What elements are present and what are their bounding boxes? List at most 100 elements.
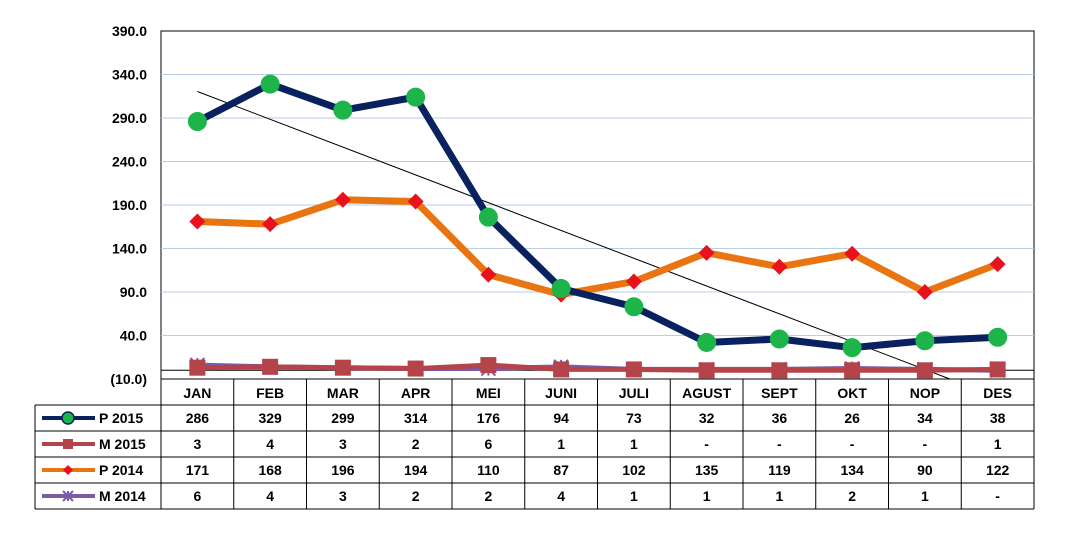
y-tick-label: 290.0 (112, 110, 147, 126)
data-point (262, 216, 279, 233)
x-category-label: APR (401, 385, 431, 401)
table-cell: 176 (477, 410, 501, 426)
x-category-label: DES (983, 385, 1012, 401)
table-cell: 94 (553, 410, 569, 426)
y-axis: (10.0) 40.0 90.0 140.0 190.0 240.0 290.0 340.0 3… (110, 23, 147, 387)
table-cell: 26 (844, 410, 860, 426)
y-tick-label: 340.0 (112, 67, 147, 83)
legend-entry: P 2015 (42, 410, 143, 426)
table-cell: - (850, 436, 855, 452)
table-cell: 102 (622, 462, 646, 478)
legend-label: M 2014 (99, 488, 146, 504)
table-cell: 194 (404, 462, 428, 478)
table-cell: 2 (412, 488, 420, 504)
table-cell: 6 (484, 436, 492, 452)
table-cell: 110 (477, 462, 500, 478)
data-point (407, 360, 424, 377)
table-cell: 299 (331, 410, 355, 426)
x-category-label: OKT (837, 385, 867, 401)
table-cell: 32 (699, 410, 715, 426)
x-category-label: MAR (327, 385, 359, 401)
data-point (989, 361, 1006, 378)
series-p-2014 (189, 191, 1006, 303)
table-cell: 3 (339, 436, 347, 452)
legend-entry: M 2015 (42, 436, 146, 452)
data-point (334, 359, 351, 376)
data-point (189, 359, 206, 376)
data-point (989, 256, 1006, 273)
series-layer (187, 74, 1008, 379)
data-point (771, 362, 788, 379)
table-cell: 4 (266, 488, 274, 504)
gridlines (160, 30, 1035, 380)
table-cell: 1 (703, 488, 711, 504)
table-cell: 87 (553, 462, 569, 478)
legend-entry: P 2014 (42, 462, 143, 478)
table-cell: 1 (775, 488, 783, 504)
legend-marker (63, 439, 73, 449)
table-cell: 36 (772, 410, 788, 426)
table-cell: 119 (768, 462, 791, 478)
y-tick-label: 90.0 (120, 284, 147, 300)
series-line (193, 196, 1002, 299)
data-point (698, 244, 715, 261)
data-point (916, 362, 933, 379)
data-point (842, 338, 862, 358)
table-cell: - (777, 436, 782, 452)
table-cell: 1 (630, 436, 638, 452)
series-line (193, 80, 1002, 352)
data-point (189, 213, 206, 230)
data-point (916, 284, 933, 300)
legend-marker (63, 465, 73, 475)
legend-label: P 2014 (99, 462, 143, 478)
trendline-layer (197, 91, 951, 380)
table-cell: - (923, 436, 928, 452)
table-cell: 1 (630, 488, 638, 504)
data-point (478, 207, 498, 227)
data-point (698, 362, 715, 379)
table-cell: 134 (840, 462, 864, 478)
legend-marker (61, 411, 75, 425)
table-cell: 1 (921, 488, 929, 504)
y-tick-label: 40.0 (120, 328, 147, 344)
data-point (407, 193, 424, 210)
legend-entry: M 2014 (42, 488, 146, 504)
data-point (988, 327, 1008, 347)
y-tick-label: 390.0 (112, 23, 147, 39)
table-cell: 286 (186, 410, 210, 426)
table-cell: 73 (626, 410, 642, 426)
table-cell: 38 (990, 410, 1006, 426)
data-point (480, 357, 497, 374)
data-point (260, 74, 280, 94)
data-point (844, 245, 861, 262)
legend-label: P 2015 (99, 410, 143, 426)
y-tick-label: 240.0 (112, 154, 147, 170)
data-point (553, 361, 570, 378)
x-category-label: MEI (476, 385, 501, 401)
data-point (187, 111, 207, 131)
data-table: JAN FEB MAR APR MEI JUNI JULI AGUST SEPT OKT NOP DE… (34, 379, 1035, 510)
table-cell: 90 (917, 462, 933, 478)
data-point (624, 297, 644, 317)
data-point (769, 329, 789, 349)
data-point (625, 273, 642, 290)
data-point (697, 332, 717, 352)
table-cell: 4 (266, 436, 274, 452)
table-cell: 3 (193, 436, 201, 452)
table-cell: 314 (404, 410, 428, 426)
table-cell: 34 (917, 410, 933, 426)
trendline (197, 91, 951, 380)
data-point (334, 191, 351, 208)
x-category-label: SEPT (761, 385, 798, 401)
table-cell: 2 (848, 488, 856, 504)
table-cell: 168 (258, 462, 282, 478)
table-cell: 2 (484, 488, 492, 504)
data-point (480, 266, 497, 283)
x-category-label: NOP (910, 385, 940, 401)
x-category-label: AGUST (682, 385, 731, 401)
data-point (771, 258, 788, 275)
y-tick-label: 140.0 (112, 241, 147, 257)
table-cell: 329 (258, 410, 282, 426)
series-p-2015 (187, 74, 1008, 358)
x-category-label: FEB (256, 385, 284, 401)
